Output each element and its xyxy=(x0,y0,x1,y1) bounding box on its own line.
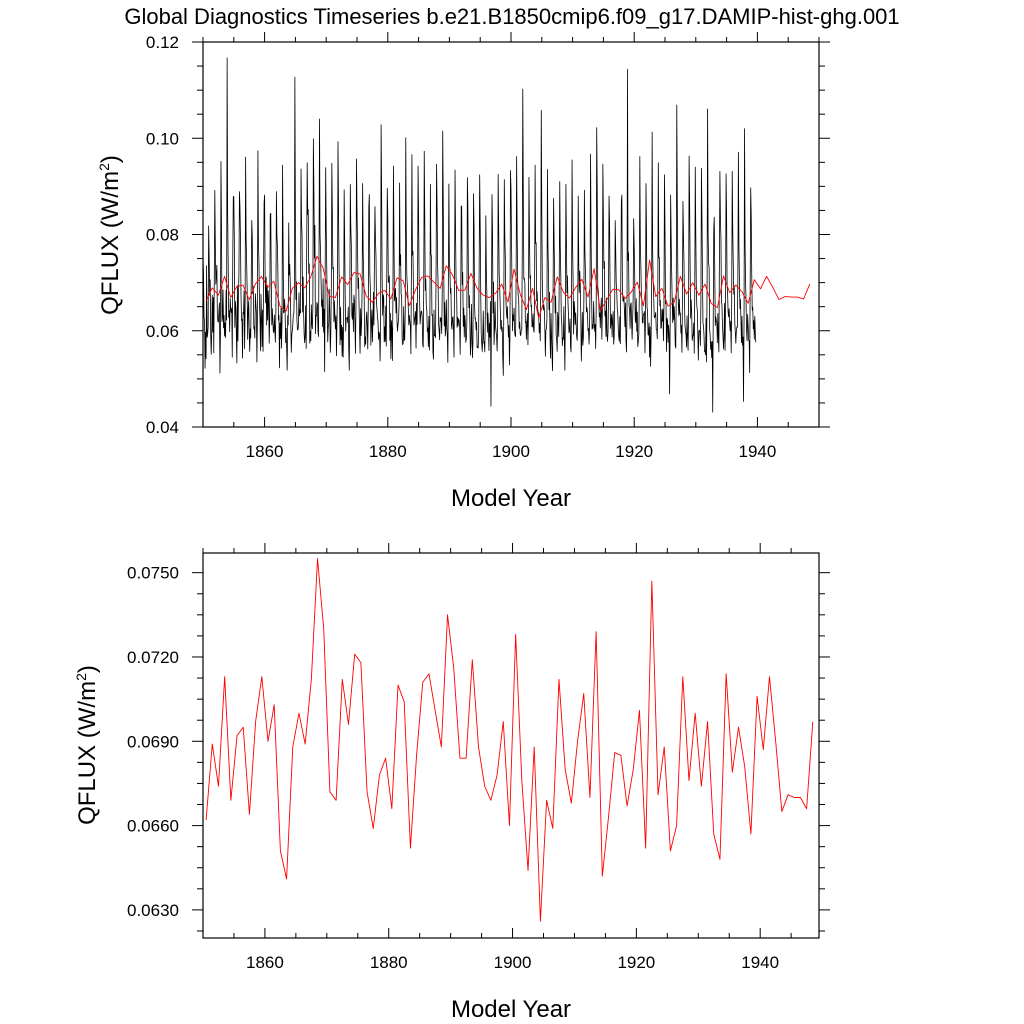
top-plot-lines xyxy=(202,57,811,413)
top-x-tick-label: 1920 xyxy=(615,442,653,461)
top-y-tick-labels: 0.04 0.06 0.08 0.10 0.12 xyxy=(146,33,179,437)
top-y-tick-label: 0.08 xyxy=(146,226,179,245)
bottom-y-tick-label: 0.0750 xyxy=(127,564,179,583)
top-y-axis-label-main: QFLUX (W/m xyxy=(97,171,124,315)
bottom-x-tick-labels: 1860 1880 1900 1920 1940 xyxy=(246,953,779,972)
bottom-y-tick-label: 0.0690 xyxy=(127,732,179,751)
bottom-series-annual-line xyxy=(205,558,814,922)
bottom-y-axis-label-close: ) xyxy=(74,665,101,673)
bottom-plot-frame xyxy=(202,552,820,939)
bottom-y-axis-label-main: QFLUX (W/m xyxy=(74,681,101,825)
bottom-x-tick-label: 1920 xyxy=(617,953,655,972)
top-panel: 1860 1880 1900 1920 1940 0.04 0.06 0.08 0.10 0.1… xyxy=(96,32,830,512)
bottom-plot-lines xyxy=(205,558,814,922)
top-x-tick-label: 1940 xyxy=(738,442,776,461)
bottom-y-axis-label: QFLUX (W/m2) xyxy=(73,665,101,825)
top-x-axis-label: Model Year xyxy=(451,485,571,512)
bottom-y-tick-labels: 0.0630 0.0660 0.0690 0.0720 0.0750 xyxy=(127,564,179,920)
bottom-tick-marks xyxy=(192,543,830,938)
top-y-tick-label: 0.10 xyxy=(146,129,179,148)
bottom-x-tick-label: 1880 xyxy=(370,953,408,972)
top-y-tick-label: 0.12 xyxy=(146,33,179,52)
top-series-monthly-line xyxy=(202,57,757,413)
bottom-y-tick-label: 0.0630 xyxy=(127,901,179,920)
top-y-tick-label: 0.06 xyxy=(146,322,179,341)
top-x-tick-label: 1860 xyxy=(246,442,284,461)
top-y-axis-label-close: ) xyxy=(97,155,124,163)
bottom-x-tick-label: 1900 xyxy=(494,953,532,972)
top-x-tick-label: 1900 xyxy=(492,442,530,461)
bottom-x-axis-label: Model Year xyxy=(451,996,571,1023)
top-x-tick-label: 1880 xyxy=(369,442,407,461)
top-y-axis-label: QFLUX (W/m2) xyxy=(96,155,124,315)
figure-title: Global Diagnostics Timeseries b.e21.B185… xyxy=(124,4,899,29)
bottom-x-tick-label: 1860 xyxy=(246,953,284,972)
bottom-x-tick-label: 1940 xyxy=(741,953,779,972)
top-y-axis-label-sup: 2 xyxy=(96,163,112,171)
bottom-panel: 1860 1880 1900 1920 1940 0.06300.06600.06900… xyxy=(73,543,830,1023)
bottom-y-tick-label: 0.0660 xyxy=(127,817,179,836)
bottom-y-tick-label: 0.0720 xyxy=(127,648,179,667)
top-tick-marks xyxy=(192,32,830,428)
bottom-y-axis-label-sup: 2 xyxy=(73,673,89,681)
top-series-annual-line xyxy=(205,255,811,319)
top-x-tick-labels: 1860 1880 1900 1920 1940 xyxy=(246,442,777,461)
top-y-tick-label: 0.04 xyxy=(146,418,179,437)
